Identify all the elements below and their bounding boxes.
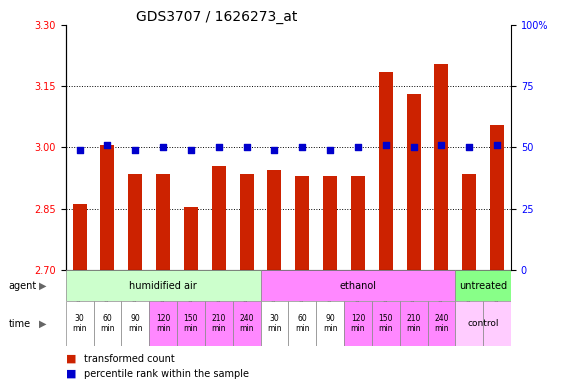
Point: [75, 147, 84, 153]
Text: 120
min: 120 min: [156, 314, 170, 333]
Text: 240
min: 240 min: [434, 314, 449, 333]
Text: time: time: [9, 318, 31, 329]
Text: 150
min: 150 min: [379, 314, 393, 333]
Bar: [463, 174, 476, 270]
Bar: [94, 301, 122, 346]
Text: 120
min: 120 min: [351, 314, 365, 333]
Point: [381, 142, 391, 148]
Bar: [149, 301, 177, 346]
Bar: [316, 301, 344, 346]
Bar: [260, 301, 288, 346]
Text: transformed count: transformed count: [84, 354, 175, 364]
Point: [186, 147, 195, 153]
Bar: [379, 72, 393, 270]
Point: [465, 144, 474, 151]
Bar: [490, 125, 504, 270]
Bar: [456, 270, 511, 301]
Text: 60
min: 60 min: [295, 314, 309, 333]
Bar: [351, 176, 365, 270]
Bar: [177, 301, 205, 346]
Text: control: control: [468, 319, 499, 328]
Text: ■: ■: [66, 369, 76, 379]
Bar: [184, 207, 198, 270]
Point: [325, 147, 335, 153]
Point: [242, 144, 251, 151]
Point: [214, 144, 223, 151]
Text: 30
min: 30 min: [73, 314, 87, 333]
Text: GDS3707 / 1626273_at: GDS3707 / 1626273_at: [136, 10, 297, 23]
Bar: [73, 204, 87, 270]
Bar: [100, 146, 114, 270]
Bar: [456, 301, 483, 346]
Bar: [372, 301, 400, 346]
Point: [437, 142, 446, 148]
Bar: [66, 301, 94, 346]
Point: [493, 142, 502, 148]
Text: ▶: ▶: [39, 281, 47, 291]
Bar: [407, 94, 421, 270]
Bar: [267, 170, 282, 270]
Bar: [400, 301, 428, 346]
Text: 210
min: 210 min: [211, 314, 226, 333]
Text: untreated: untreated: [459, 281, 507, 291]
Point: [159, 144, 168, 151]
Bar: [205, 301, 233, 346]
Bar: [483, 301, 511, 346]
Text: 90
min: 90 min: [128, 314, 143, 333]
Bar: [240, 174, 254, 270]
Text: 150
min: 150 min: [184, 314, 198, 333]
Text: humidified air: humidified air: [129, 281, 197, 291]
Point: [297, 144, 307, 151]
Text: 210
min: 210 min: [407, 314, 421, 333]
Bar: [344, 301, 372, 346]
Bar: [435, 64, 448, 270]
Bar: [156, 174, 170, 270]
Bar: [66, 270, 260, 301]
Bar: [260, 270, 456, 301]
Text: 90
min: 90 min: [323, 314, 337, 333]
Bar: [212, 166, 226, 270]
Point: [409, 144, 418, 151]
Text: agent: agent: [9, 281, 37, 291]
Text: percentile rank within the sample: percentile rank within the sample: [84, 369, 249, 379]
Point: [103, 142, 112, 148]
Text: ■: ■: [66, 354, 76, 364]
Bar: [128, 174, 142, 270]
Bar: [233, 301, 260, 346]
Text: 60
min: 60 min: [100, 314, 115, 333]
Text: ethanol: ethanol: [339, 281, 376, 291]
Point: [270, 147, 279, 153]
Point: [131, 147, 140, 153]
Bar: [428, 301, 456, 346]
Text: 30
min: 30 min: [267, 314, 282, 333]
Point: [353, 144, 363, 151]
Text: ▶: ▶: [39, 318, 47, 329]
Bar: [295, 176, 309, 270]
Bar: [323, 176, 337, 270]
Bar: [288, 301, 316, 346]
Text: 240
min: 240 min: [239, 314, 254, 333]
Bar: [122, 301, 149, 346]
